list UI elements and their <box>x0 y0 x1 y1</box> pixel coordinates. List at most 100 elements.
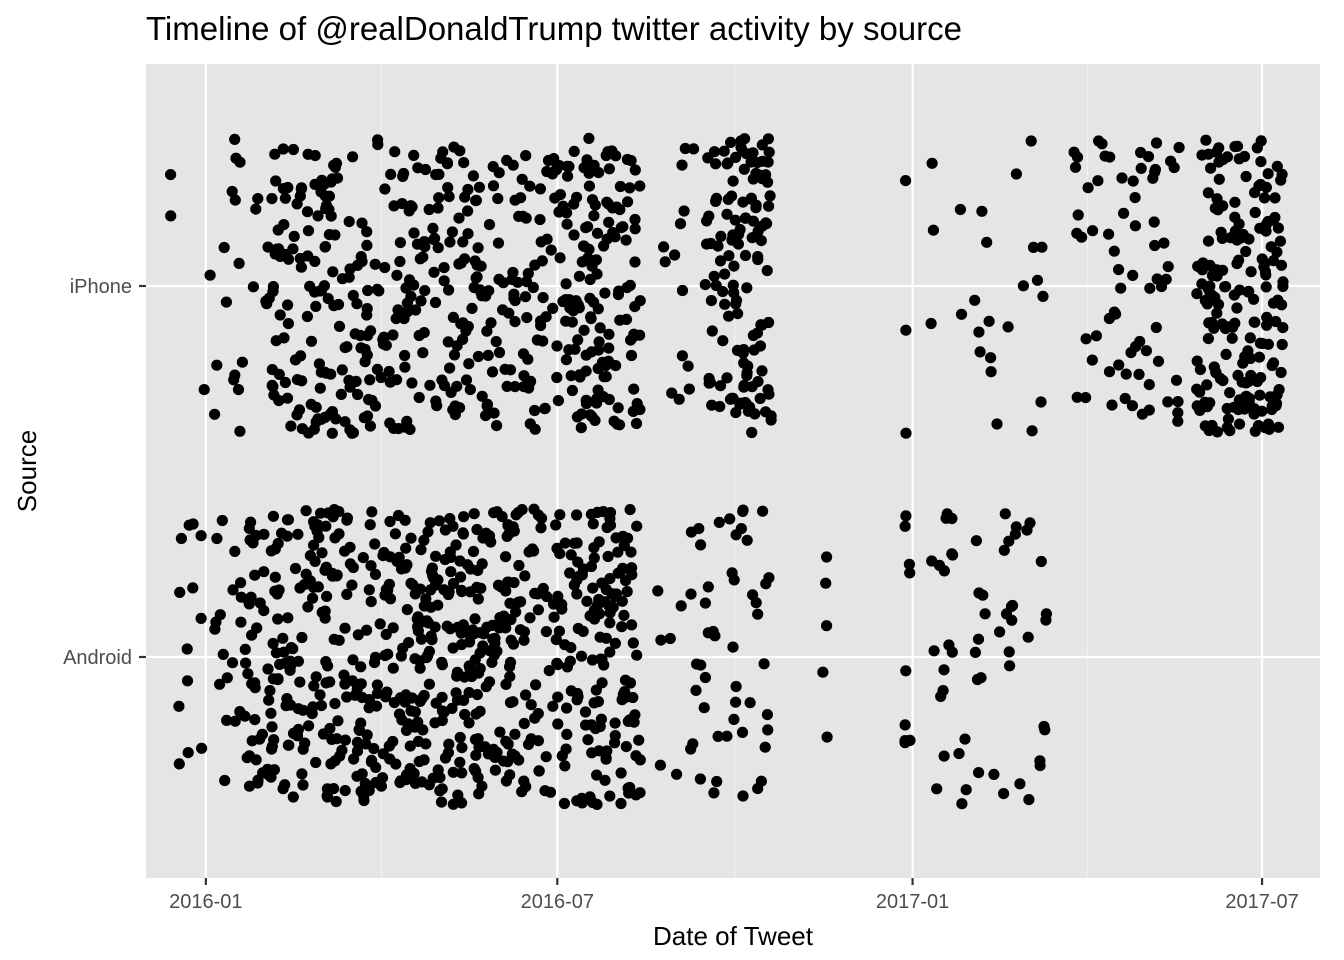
data-point-iphone <box>490 336 502 348</box>
data-point-iphone <box>165 169 177 181</box>
data-point-android <box>390 758 402 770</box>
data-point-android <box>339 545 351 557</box>
data-point-iphone <box>232 384 245 396</box>
data-point-iphone <box>438 275 450 287</box>
data-point-android <box>604 573 616 585</box>
data-point-iphone <box>1275 259 1288 271</box>
data-point-android <box>346 579 358 591</box>
data-point-iphone <box>1240 390 1252 402</box>
data-point-iphone <box>1261 319 1273 331</box>
data-point-iphone <box>428 266 440 278</box>
data-point-android <box>263 694 275 706</box>
data-point-android <box>713 516 725 529</box>
data-point-iphone <box>1025 135 1037 147</box>
data-point-iphone <box>1026 425 1038 437</box>
data-point-android <box>571 537 583 549</box>
data-point-android <box>282 739 294 751</box>
data-point-android <box>458 671 471 683</box>
data-point-iphone <box>464 384 476 396</box>
data-point-iphone <box>1120 368 1132 380</box>
data-point-iphone <box>1080 333 1092 345</box>
data-point-android <box>604 646 616 658</box>
data-point-iphone <box>566 384 579 397</box>
data-point-android <box>266 721 278 733</box>
data-point-android <box>550 634 562 646</box>
data-point-android <box>579 706 592 718</box>
data-point-android <box>369 568 382 581</box>
data-point-android <box>265 707 277 719</box>
data-point-iphone <box>727 175 739 187</box>
data-point-android <box>594 631 606 643</box>
data-point-android <box>627 691 639 704</box>
data-point-android <box>245 516 257 528</box>
data-point-iphone <box>520 212 532 224</box>
data-point-iphone <box>1202 235 1215 247</box>
data-point-iphone <box>211 359 223 371</box>
data-point-android <box>269 585 281 597</box>
data-point-android <box>425 601 437 613</box>
data-point-android <box>609 637 622 650</box>
data-point-iphone <box>302 148 314 160</box>
data-point-iphone <box>761 265 773 277</box>
data-point-android <box>587 518 599 530</box>
data-point-android <box>622 782 634 794</box>
data-point-iphone <box>398 313 410 325</box>
data-point-android <box>817 666 829 678</box>
data-point-iphone <box>1090 330 1102 342</box>
data-point-android <box>308 516 320 528</box>
data-point-android <box>436 714 448 727</box>
data-point-android <box>430 697 442 709</box>
data-point-iphone <box>446 226 458 238</box>
data-point-iphone <box>457 236 469 248</box>
data-point-iphone <box>274 309 286 321</box>
data-point-iphone <box>1129 192 1141 204</box>
data-point-iphone <box>1211 193 1223 205</box>
data-point-android <box>1039 724 1051 736</box>
data-point-iphone <box>1031 274 1044 286</box>
data-point-iphone <box>359 343 371 355</box>
data-point-iphone <box>295 261 307 273</box>
data-point-android <box>289 562 302 575</box>
data-point-iphone <box>576 408 588 420</box>
data-point-iphone <box>529 404 541 417</box>
data-point-iphone <box>396 198 408 210</box>
data-point-android <box>496 613 508 626</box>
data-point-iphone <box>287 143 299 156</box>
data-point-iphone <box>719 268 731 280</box>
data-point-iphone <box>1262 215 1274 228</box>
data-point-iphone <box>327 266 339 278</box>
data-point-android <box>371 679 383 691</box>
data-point-android <box>308 680 320 692</box>
data-point-android <box>655 634 667 646</box>
data-point-android <box>445 551 457 564</box>
data-point-android <box>447 766 459 778</box>
data-point-android <box>429 621 441 633</box>
data-point-android <box>609 717 621 729</box>
data-point-android <box>509 606 522 618</box>
data-point-android <box>971 673 984 686</box>
data-point-iphone <box>534 214 546 226</box>
data-point-android <box>447 798 459 810</box>
data-point-iphone <box>1273 384 1285 396</box>
data-point-iphone <box>1204 397 1216 409</box>
data-point-iphone <box>549 192 561 204</box>
data-point-iphone <box>1231 302 1243 314</box>
data-point-iphone <box>1196 278 1208 290</box>
data-point-iphone <box>371 283 383 295</box>
data-point-iphone <box>371 363 383 375</box>
data-point-iphone <box>343 216 355 228</box>
data-point-android <box>287 791 299 803</box>
data-point-iphone <box>722 193 734 205</box>
data-point-android <box>256 728 268 740</box>
data-point-iphone <box>282 299 294 311</box>
data-point-iphone <box>1113 264 1125 276</box>
data-point-iphone <box>560 278 572 290</box>
data-point-iphone <box>458 157 470 169</box>
data-point-iphone <box>424 379 436 391</box>
data-point-android <box>408 767 420 780</box>
data-point-android <box>620 741 632 753</box>
data-point-android <box>617 688 629 701</box>
data-point-android <box>959 733 971 745</box>
data-point-android <box>491 746 503 759</box>
data-point-iphone <box>301 206 314 218</box>
